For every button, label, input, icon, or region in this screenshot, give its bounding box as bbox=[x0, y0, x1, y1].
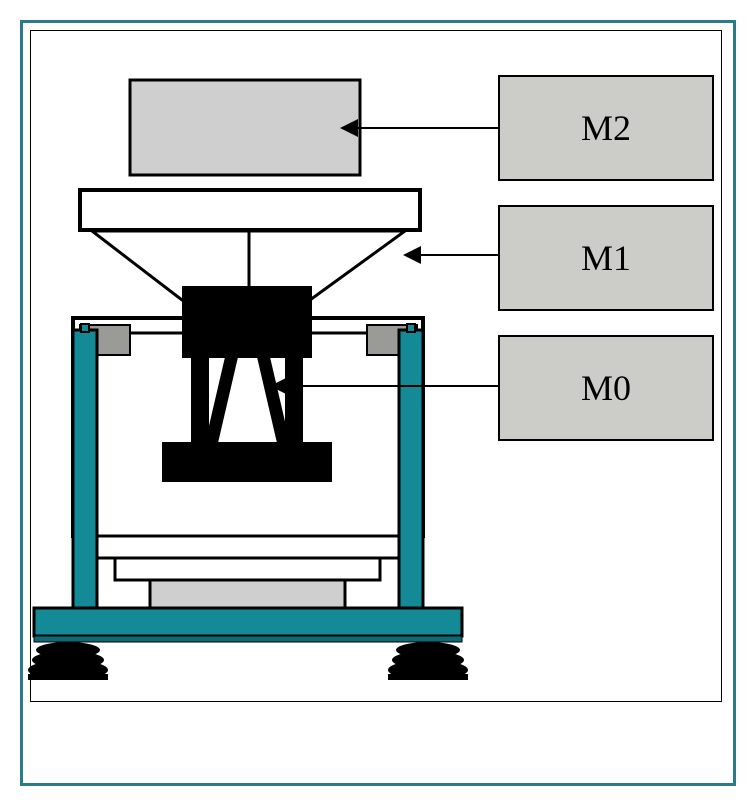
arrow-m2-head bbox=[340, 119, 358, 137]
label-box-m1: M1 bbox=[498, 205, 714, 311]
arrow-m1 bbox=[421, 254, 498, 256]
arrow-m0-head bbox=[270, 377, 288, 395]
label-box-m2: M2 bbox=[498, 75, 714, 181]
arrow-m1-head bbox=[403, 246, 421, 264]
label-m0: M0 bbox=[581, 367, 631, 409]
arrow-m0 bbox=[288, 385, 498, 387]
label-m1: M1 bbox=[581, 237, 631, 279]
label-m2: M2 bbox=[581, 107, 631, 149]
label-box-m0: M0 bbox=[498, 335, 714, 441]
arrow-m2 bbox=[358, 127, 498, 129]
